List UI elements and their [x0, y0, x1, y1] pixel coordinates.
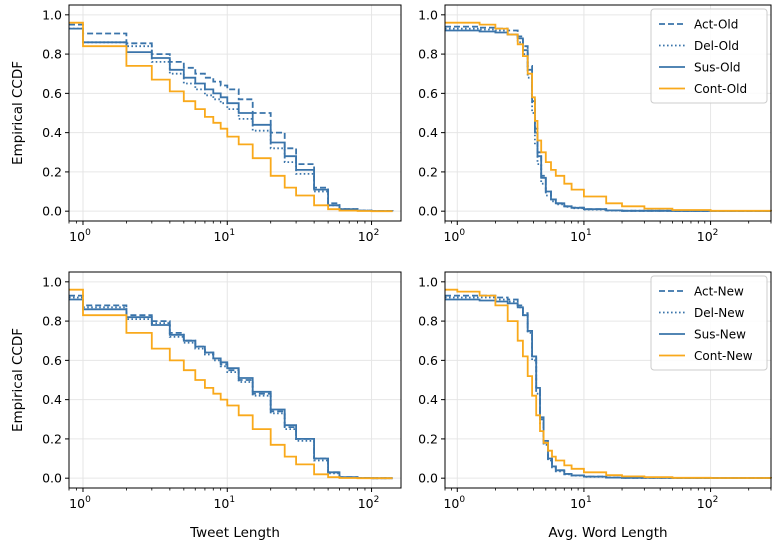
plot-frame — [68, 4, 402, 222]
y-tick-label: 0.4 — [42, 125, 62, 140]
y-axis-label: Empirical CCDF — [10, 61, 26, 165]
legend: Act-Old Del-Old Sus-Old Cont-Old — [650, 8, 768, 104]
series-line-act-new — [69, 294, 393, 480]
x-axis-label: Tweet Length — [189, 525, 280, 541]
y-tick-label: 0.4 — [418, 125, 438, 140]
x-tick-label: 100 — [69, 495, 91, 511]
series-line-del-new — [69, 296, 393, 480]
legend-label: Sus-Old — [694, 61, 741, 75]
x-tick-label: 101 — [570, 495, 592, 511]
plot-frame — [68, 271, 402, 489]
y-tick-label: 0.8 — [42, 314, 62, 329]
y-tick-label: 0.8 — [418, 314, 438, 329]
series-line-cont-old — [69, 21, 393, 213]
x-tick-label: 102 — [358, 228, 380, 244]
legend-label: Act-Old — [694, 18, 738, 32]
x-tick-label: 101 — [213, 495, 235, 511]
x-tick-label: 100 — [69, 228, 91, 244]
legend-label: Sus-New — [694, 328, 746, 342]
y-tick-label: 0.6 — [418, 86, 438, 101]
y-axis-label: Empirical CCDF — [10, 328, 26, 432]
x-tick-label: 102 — [697, 495, 719, 511]
chart-panel-4: 0.0 0.2 0.4 0.6 0.8 1.0 100 101 102 Avg. Word Len… — [418, 271, 772, 541]
series-line-cont-new — [69, 288, 393, 480]
x-tick-label: 102 — [697, 228, 719, 244]
x-tick-label: 101 — [570, 228, 592, 244]
series-line-cont-old — [445, 21, 772, 212]
chart-panel-3: 0.0 0.2 0.4 0.6 0.8 1.0 100 101 102 Empirical CCD… — [10, 271, 402, 541]
plot-frame — [444, 4, 772, 222]
legend-box — [650, 8, 768, 104]
y-tick-label: 1.0 — [42, 7, 62, 22]
y-tick-label: 0.6 — [418, 353, 438, 368]
y-tick-label: 0.2 — [42, 431, 62, 446]
x-tick-label: 101 — [213, 228, 235, 244]
series-line-del-old — [69, 27, 394, 212]
y-tick-label: 0.2 — [418, 431, 438, 446]
y-tick-label: 0.8 — [418, 47, 438, 62]
y-tick-label: 0.0 — [418, 471, 438, 486]
series-line-sus-new — [445, 298, 772, 479]
x-tick-label: 102 — [358, 495, 380, 511]
legend-label: Act-New — [694, 285, 744, 299]
y-tick-label: 0.6 — [42, 353, 62, 368]
legend-label: Del-Old — [694, 39, 739, 53]
y-tick-label: 0.6 — [42, 86, 62, 101]
series-line-sus-new — [69, 298, 393, 480]
legend-label: Del-New — [694, 306, 745, 320]
y-tick-label: 0.4 — [42, 392, 62, 407]
x-axis-label: Avg. Word Length — [548, 525, 667, 541]
x-tick-label: 100 — [443, 228, 465, 244]
legend-box — [650, 275, 768, 371]
plot-frame — [444, 271, 772, 489]
x-tick-label: 100 — [443, 495, 465, 511]
y-tick-label: 1.0 — [42, 274, 62, 289]
y-tick-label: 1.0 — [418, 7, 438, 22]
chart-panel-1: 0.0 0.2 0.4 0.6 0.8 1.0 100 101 102 Empirical CCD… — [10, 4, 402, 244]
y-tick-label: 0.0 — [42, 471, 62, 486]
y-tick-label: 0.4 — [418, 392, 438, 407]
y-tick-label: 0.0 — [42, 204, 62, 219]
y-tick-label: 0.2 — [418, 164, 438, 179]
series-line-act-old — [69, 23, 394, 212]
series-line-sus-old — [69, 27, 394, 212]
y-tick-label: 1.0 — [418, 274, 438, 289]
legend-label: Cont-Old — [694, 82, 747, 96]
y-tick-label: 0.8 — [42, 47, 62, 62]
chart-panel-2: 0.0 0.2 0.4 0.6 0.8 1.0 100 101 102 Act-Old Del-Ol… — [418, 4, 772, 244]
legend-label: Cont-New — [694, 349, 753, 363]
legend: Act-New Del-New Sus-New Cont-New — [650, 275, 768, 371]
y-tick-label: 0.0 — [418, 204, 438, 219]
y-tick-label: 0.2 — [42, 164, 62, 179]
series-line-cont-new — [445, 288, 772, 479]
